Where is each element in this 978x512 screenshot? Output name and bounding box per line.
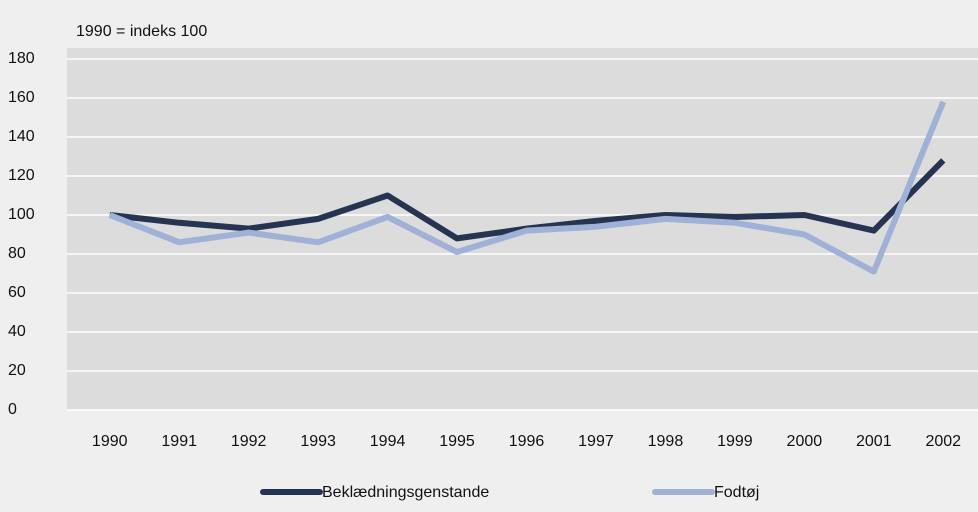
y-tick-label: 40	[8, 323, 26, 340]
annotation: 1990 = indeks 100	[76, 23, 207, 40]
legend-label: Beklædningsgenstande	[322, 484, 489, 501]
x-tick-label: 1998	[648, 433, 684, 450]
y-tick-label: 100	[8, 206, 35, 223]
y-tick-label: 160	[8, 89, 35, 106]
x-tick-label: 1990	[92, 433, 128, 450]
x-tick-label: 1996	[509, 433, 545, 450]
series-line	[108, 100, 947, 275]
y-tick-label: 120	[8, 167, 35, 184]
x-tick-label: 1999	[717, 433, 753, 450]
y-tick-label: 0	[8, 401, 17, 418]
y-tick-label: 60	[8, 284, 26, 301]
x-tick-label: 2000	[787, 433, 823, 450]
x-tick-label: 1992	[231, 433, 267, 450]
x-tick-label: 1997	[578, 433, 614, 450]
x-tick-label: 1995	[439, 433, 475, 450]
x-tick-label: 2001	[856, 433, 892, 450]
y-tick-label: 140	[8, 128, 35, 145]
legend-label: Fodtøj	[714, 484, 759, 501]
x-tick-label: 1993	[300, 433, 336, 450]
y-tick-label: 20	[8, 362, 26, 379]
y-tick-label: 180	[8, 50, 35, 67]
y-tick-label: 80	[8, 245, 26, 262]
x-tick-label: 2002	[925, 433, 961, 450]
x-tick-label: 1991	[161, 433, 197, 450]
x-tick-label: 1994	[370, 433, 406, 450]
